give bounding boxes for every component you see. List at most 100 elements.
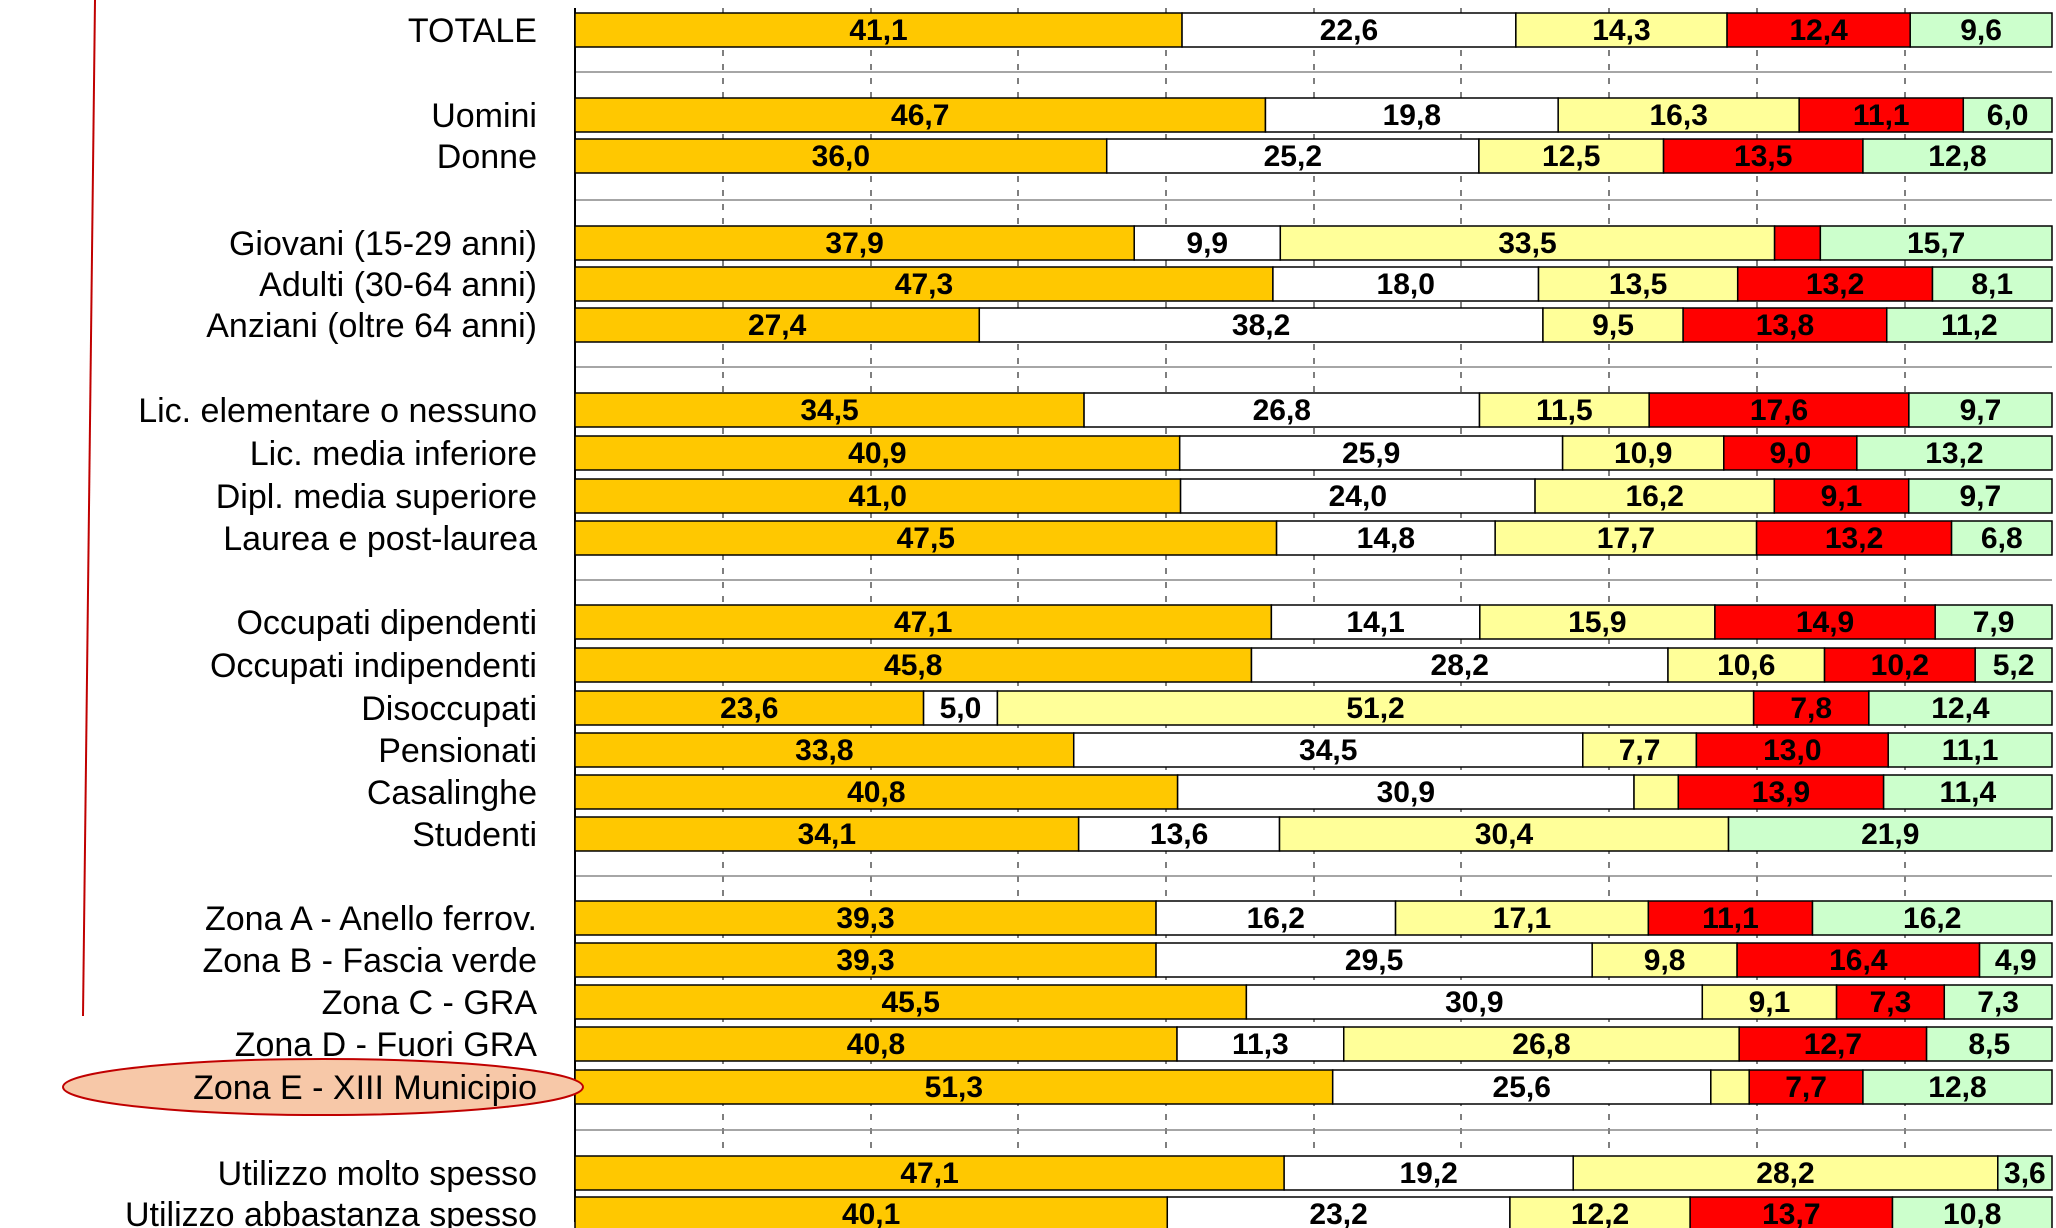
category-label: Dipl. media superiore <box>216 478 537 516</box>
category-label: Studenti <box>412 816 537 854</box>
bar-segment <box>1811 900 2053 936</box>
data-label: 7,3 <box>1870 986 1912 1019</box>
data-label: 47,1 <box>894 606 952 639</box>
bar-segment <box>1250 647 1669 683</box>
data-label: 13,7 <box>1762 1198 1820 1228</box>
data-label: 13,2 <box>1925 437 1983 470</box>
data-label: 17,7 <box>1597 522 1655 555</box>
bar-segment <box>1726 12 1911 48</box>
data-label: 11,3 <box>1232 1028 1289 1061</box>
data-label: 30,9 <box>1445 986 1503 1019</box>
bar-segment <box>1856 435 2053 471</box>
bar-segment <box>574 138 1108 174</box>
bar-segment <box>1773 478 1910 514</box>
bar-segment <box>1591 942 1738 978</box>
data-label: 34,5 <box>800 394 858 427</box>
bar-segment <box>1925 1026 2053 1062</box>
data-label: 13,2 <box>1806 268 1864 301</box>
bar-segment <box>574 732 1075 768</box>
category-label: Disoccupati <box>361 690 537 728</box>
bar-segment <box>1245 984 1704 1020</box>
data-label: 51,2 <box>1346 692 1404 725</box>
bar-segment <box>1714 604 1936 640</box>
data-label: 15,9 <box>1568 606 1626 639</box>
bar-segment <box>1270 604 1481 640</box>
bar-segment <box>1931 266 2053 302</box>
bar-segment <box>1862 1069 2053 1105</box>
data-label: 7,9 <box>1973 606 2015 639</box>
bar-segment <box>574 942 1157 978</box>
data-label: 10,6 <box>1717 649 1775 682</box>
bar-segment <box>1727 816 2053 852</box>
data-label: 14,3 <box>1592 14 1650 47</box>
bar-segment <box>574 984 1248 1020</box>
bar-segment <box>1509 1196 1691 1228</box>
bar-segment <box>1633 774 1680 810</box>
category-label: Casalinghe <box>367 774 537 812</box>
data-label: 24,0 <box>1329 480 1387 513</box>
data-label: 40,8 <box>847 1028 905 1061</box>
data-label: 11,2 <box>1941 309 1998 342</box>
bar-segment <box>1798 97 1965 133</box>
data-label: 47,5 <box>897 522 955 555</box>
bar-segment <box>574 1155 1285 1191</box>
bar-segment <box>1868 690 2053 726</box>
bar-segment <box>996 690 1755 726</box>
bar-segment <box>1710 1069 1750 1105</box>
data-label: 51,3 <box>925 1071 983 1104</box>
bar-segment <box>1752 690 1870 726</box>
data-label: 9,5 <box>1592 309 1634 342</box>
bar-segment <box>978 307 1544 343</box>
bar-segment <box>1887 732 2053 768</box>
data-label: 23,2 <box>1309 1198 1367 1228</box>
data-label: 34,5 <box>1299 734 1357 767</box>
data-label: 17,6 <box>1750 394 1808 427</box>
bars: 41,1 22,6 14,3 12,4 9,6 46,7 19,8 16,3 11,1 6,0 36… <box>574 12 2053 1228</box>
data-label: 23,6 <box>720 692 778 725</box>
data-label: 16,4 <box>1829 944 1888 977</box>
data-label: 39,3 <box>836 944 894 977</box>
data-label: 41,0 <box>849 480 907 513</box>
bar-segment <box>1667 647 1826 683</box>
data-label: 15,7 <box>1907 227 1965 260</box>
category-label: Zona E - XIII Municipio <box>193 1069 537 1107</box>
bar-segment <box>1907 478 2053 514</box>
data-label: 28,2 <box>1431 649 1489 682</box>
bar-segment <box>1561 435 1725 471</box>
category-label: Uomini <box>431 97 537 135</box>
bar-segment <box>1275 520 1496 556</box>
data-label: 7,7 <box>1785 1071 1827 1104</box>
bar-segment <box>574 1196 1169 1228</box>
data-label: 27,4 <box>748 309 807 342</box>
data-label: 11,4 <box>1939 776 1996 809</box>
bar-segment <box>574 225 1135 261</box>
highlight-ellipse <box>62 1058 584 1116</box>
data-label: 6,0 <box>1987 99 2029 132</box>
data-label: 17,1 <box>1493 902 1551 935</box>
bar-segment <box>1823 647 1976 683</box>
data-label: 39,3 <box>836 902 894 935</box>
bar-segment <box>1908 392 2053 428</box>
data-label: 47,3 <box>895 268 953 301</box>
data-label: 25,9 <box>1342 437 1400 470</box>
bar-segment <box>1682 307 1888 343</box>
data-label: 38,2 <box>1232 309 1290 342</box>
bar-segment <box>1155 900 1397 936</box>
data-label: 8,1 <box>1971 268 2013 301</box>
bar-segment <box>1943 984 2053 1020</box>
data-label: 9,1 <box>1821 480 1863 513</box>
category-label: Lic. elementare o nessuno <box>138 392 537 430</box>
data-label: 13,0 <box>1763 734 1821 767</box>
bar-segment <box>1542 307 1684 343</box>
bar-segment <box>1176 774 1635 810</box>
data-label: 16,2 <box>1903 902 1961 935</box>
bar-segment <box>1677 774 1885 810</box>
bar-segment <box>1882 774 2053 810</box>
bar-segment <box>1773 225 1822 261</box>
data-label: 12,2 <box>1571 1198 1629 1228</box>
data-label: 34,1 <box>798 818 856 851</box>
bar-segment <box>1155 942 1593 978</box>
bar-segment <box>1997 1155 2053 1191</box>
bar-segment <box>1648 392 1910 428</box>
